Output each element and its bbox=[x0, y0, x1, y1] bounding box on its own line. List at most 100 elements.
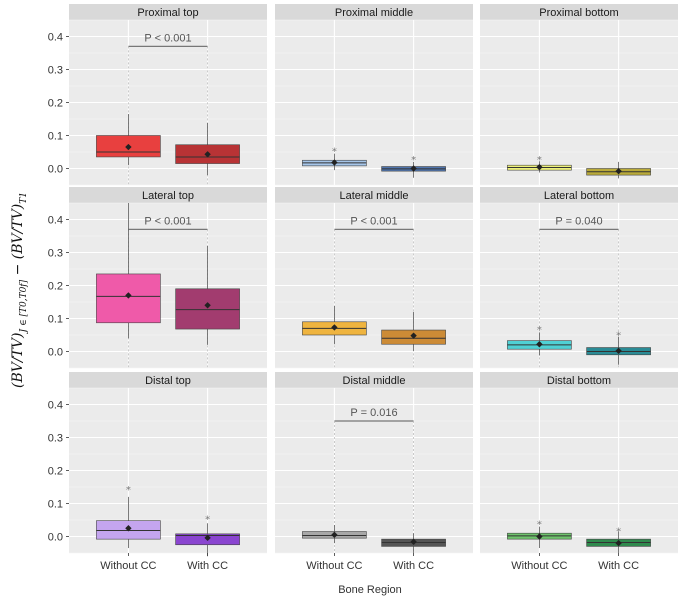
x-axis-layer: Without CC With CC Without CC With CC Withou… bbox=[100, 553, 639, 572]
y-axis-title-sub-a: J ∈ [T0,T0f] bbox=[19, 279, 29, 334]
box-with-cc: * bbox=[586, 526, 651, 553]
panel-title: Proximal bottom bbox=[539, 7, 618, 19]
mean-marker bbox=[536, 533, 543, 540]
mean-marker bbox=[125, 292, 132, 299]
y-axis-title-sub-b: T1 bbox=[19, 192, 29, 204]
box-with-cc bbox=[586, 161, 651, 179]
panel-strip bbox=[69, 187, 267, 203]
x-tick-label: Without CC bbox=[511, 560, 567, 572]
panel-title: Lateral bottom bbox=[544, 190, 614, 202]
panel-strip bbox=[275, 187, 473, 203]
mean-marker bbox=[204, 534, 211, 542]
mean-marker bbox=[615, 167, 622, 175]
y-tick-label: 0.2 bbox=[48, 466, 63, 478]
box-without-cc bbox=[96, 114, 161, 166]
box-body bbox=[175, 288, 240, 330]
box-without-cc: * bbox=[507, 155, 572, 173]
mean-marker bbox=[615, 539, 622, 547]
y-tick-label: 0.3 bbox=[48, 65, 63, 77]
p-value-label: P < 0.001 bbox=[144, 215, 191, 227]
mean-marker bbox=[331, 324, 338, 331]
box-without-cc bbox=[302, 305, 367, 345]
y-axis-title-mid: − (BV/TV) bbox=[10, 204, 26, 280]
box-with-cc: * bbox=[175, 515, 240, 557]
y-tick-label: 0.1 bbox=[48, 131, 63, 143]
panel-strip bbox=[69, 372, 267, 388]
mean-marker bbox=[536, 163, 543, 171]
mean-marker bbox=[410, 165, 417, 172]
box-without-cc: * bbox=[507, 325, 572, 356]
y-tick-label: 0.3 bbox=[48, 433, 63, 445]
mean-marker bbox=[615, 347, 622, 355]
box-with-cc bbox=[175, 245, 240, 345]
panel-strip bbox=[480, 372, 678, 388]
box-without-cc: * bbox=[302, 147, 367, 171]
mean-marker bbox=[125, 143, 132, 151]
outlier-point: * bbox=[537, 325, 542, 336]
box-with-cc bbox=[381, 533, 446, 553]
svg-text:(BV/TV)J ∈ [T0,T0f] − (BV/TV)T: (BV/TV)J ∈ [T0,T0f] − (BV/TV)T1 bbox=[10, 192, 29, 388]
panel-strip bbox=[480, 4, 678, 20]
outlier-point: * bbox=[411, 155, 416, 166]
panel-distal-middle: Distal middle P = 0.016 bbox=[275, 372, 473, 554]
y-tick-label: 0.4 bbox=[48, 215, 63, 227]
panel-strip bbox=[275, 4, 473, 20]
panel-title: Distal middle bbox=[343, 375, 406, 387]
panel-title: Lateral top bbox=[142, 190, 194, 202]
box-with-cc bbox=[175, 122, 240, 176]
outlier-point: * bbox=[537, 520, 542, 531]
panel-lateral-top: Lateral top 0.0 0.1 0.2 0.3 0.4 P < 0.001 bbox=[48, 187, 267, 369]
panel-title: Lateral middle bbox=[339, 190, 408, 202]
panel-title: Distal top bbox=[145, 375, 191, 387]
y-tick-label: 0.2 bbox=[48, 281, 63, 293]
x-tick-label: With CC bbox=[598, 560, 639, 572]
panel-proximal-middle: Proximal middle * * bbox=[275, 4, 473, 186]
y-tick-label: 0.4 bbox=[48, 32, 63, 44]
outlier-point: * bbox=[537, 155, 542, 166]
panel-proximal-top: Proximal top 0.0 0.1 0.2 0.3 0.4 P < 0.001 bbox=[48, 4, 267, 186]
y-tick-label: 0.2 bbox=[48, 98, 63, 110]
panel-strip bbox=[480, 187, 678, 203]
y-tick-label: 0.1 bbox=[48, 314, 63, 326]
box-without-cc bbox=[96, 203, 161, 339]
y-axis-title-part-a: (BV/TV) bbox=[10, 333, 26, 389]
y-axis-title: (BV/TV)J ∈ [T0,T0f] − (BV/TV)T1 bbox=[10, 192, 29, 388]
x-tick-label: With CC bbox=[393, 560, 434, 572]
panel-distal-bottom: Distal bottom * * bbox=[480, 372, 678, 554]
mean-marker bbox=[331, 531, 338, 539]
panel-proximal-bottom: Proximal bottom * bbox=[480, 4, 678, 186]
panel-title: Proximal middle bbox=[335, 7, 413, 19]
panel-distal-top: Distal top 0.0 0.1 0.2 0.3 0.4 * * bbox=[48, 372, 267, 557]
box-with-cc bbox=[381, 311, 446, 351]
p-value-label: P < 0.001 bbox=[350, 215, 397, 227]
mean-marker bbox=[204, 302, 211, 309]
outlier-point: * bbox=[126, 485, 131, 496]
mean-marker bbox=[410, 538, 417, 545]
panel-strip bbox=[69, 4, 267, 20]
box-without-cc: * bbox=[96, 485, 161, 549]
panel-title: Distal bottom bbox=[547, 375, 611, 387]
box-without-cc bbox=[302, 524, 367, 544]
y-tick-label: 0.0 bbox=[48, 164, 63, 176]
x-tick-label: Without CC bbox=[100, 560, 156, 572]
x-axis-title: Bone Region bbox=[338, 584, 402, 596]
p-value-label: P = 0.016 bbox=[350, 407, 397, 419]
box-without-cc: * bbox=[507, 520, 572, 549]
p-value-label: P = 0.040 bbox=[555, 215, 602, 227]
y-tick-label: 0.3 bbox=[48, 248, 63, 260]
outlier-point: * bbox=[205, 515, 210, 526]
p-value-label: P < 0.001 bbox=[144, 32, 191, 44]
mean-marker bbox=[536, 341, 543, 348]
panel-strip bbox=[275, 372, 473, 388]
y-tick-label: 0.0 bbox=[48, 347, 63, 359]
x-tick-label: With CC bbox=[187, 560, 228, 572]
mean-marker bbox=[410, 332, 417, 339]
panel-lateral-bottom: Lateral bottom P = 0.040 * * bbox=[480, 187, 678, 369]
mean-marker bbox=[204, 151, 211, 158]
mean-marker bbox=[331, 159, 338, 166]
outlier-point: * bbox=[616, 526, 621, 537]
box-with-cc: * bbox=[586, 330, 651, 365]
panel-title: Proximal top bbox=[137, 7, 198, 19]
